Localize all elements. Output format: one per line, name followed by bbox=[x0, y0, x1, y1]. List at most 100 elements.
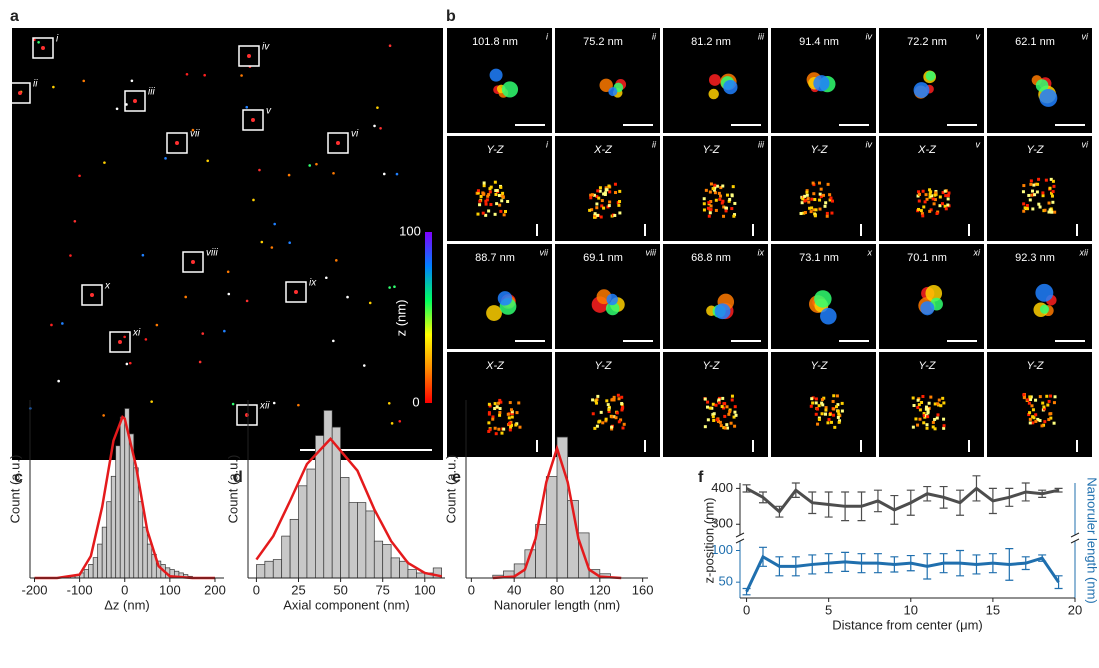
pixel bbox=[706, 206, 710, 210]
pixel bbox=[928, 192, 932, 196]
pixel bbox=[1038, 419, 1042, 423]
pixel bbox=[733, 405, 737, 409]
pixel bbox=[916, 405, 920, 409]
roi-label: vi bbox=[351, 129, 359, 140]
pixel bbox=[942, 401, 946, 405]
pixel bbox=[917, 192, 921, 196]
pixel bbox=[497, 193, 501, 197]
pixel bbox=[494, 189, 498, 193]
spot bbox=[191, 128, 195, 132]
pixel bbox=[721, 184, 725, 188]
pixel bbox=[603, 192, 607, 196]
pixel bbox=[1042, 405, 1046, 409]
pixel bbox=[833, 425, 837, 429]
pixel bbox=[911, 396, 915, 400]
pixel bbox=[501, 195, 505, 199]
projection-label: Y-Z bbox=[919, 360, 937, 372]
pixel bbox=[1034, 419, 1038, 423]
pixel bbox=[821, 403, 825, 407]
roi-label: ix bbox=[309, 278, 317, 289]
pixel bbox=[838, 414, 842, 418]
pixel bbox=[620, 395, 624, 399]
x-tick-label: 200 bbox=[204, 582, 226, 597]
distance-label: 72.2 nm bbox=[907, 36, 947, 48]
pixel bbox=[811, 181, 815, 185]
pixel bbox=[730, 398, 734, 402]
pixel bbox=[1053, 210, 1057, 214]
pixel bbox=[1052, 421, 1056, 425]
pixel bbox=[713, 183, 717, 187]
pixel bbox=[622, 422, 626, 426]
pixel bbox=[933, 417, 937, 421]
y-axis-label: Count (a.u.) bbox=[225, 455, 240, 524]
blob bbox=[605, 301, 620, 316]
pixel bbox=[919, 209, 923, 213]
pixel bbox=[1023, 206, 1027, 210]
pixel bbox=[935, 416, 939, 420]
projection-label: Y-Z bbox=[1027, 144, 1045, 156]
pixel bbox=[943, 189, 947, 193]
pixel bbox=[1028, 417, 1032, 421]
pixel bbox=[1038, 205, 1042, 209]
pixel bbox=[599, 410, 603, 414]
pixel bbox=[925, 426, 929, 430]
spot bbox=[308, 164, 312, 167]
pixel bbox=[598, 186, 602, 190]
pixel bbox=[920, 212, 924, 216]
pixel bbox=[916, 194, 920, 198]
pixel bbox=[1027, 413, 1031, 417]
pixel bbox=[1031, 415, 1035, 419]
pixel bbox=[594, 399, 598, 403]
projection-label: Y-Z bbox=[811, 144, 829, 156]
pixel bbox=[602, 192, 606, 196]
pixel bbox=[605, 399, 609, 403]
panel-letter: f bbox=[698, 469, 704, 486]
pixel bbox=[942, 417, 946, 421]
spot bbox=[198, 360, 202, 364]
pixel bbox=[711, 402, 715, 406]
panel-letter: c bbox=[14, 469, 23, 486]
pixel bbox=[1027, 401, 1031, 405]
tile-id: iv bbox=[866, 31, 873, 41]
spot bbox=[203, 73, 206, 77]
blob bbox=[913, 82, 930, 98]
pixel bbox=[840, 409, 844, 413]
pixel bbox=[620, 408, 624, 412]
pixel bbox=[818, 181, 822, 185]
pixel bbox=[482, 184, 486, 188]
pixel bbox=[920, 400, 924, 404]
pixel bbox=[818, 207, 822, 211]
pixel bbox=[1027, 193, 1031, 197]
pixel bbox=[935, 212, 939, 216]
pixel bbox=[607, 184, 611, 188]
pixel bbox=[1050, 191, 1054, 195]
pixel bbox=[595, 195, 599, 199]
pixel bbox=[488, 428, 492, 432]
pixel bbox=[801, 197, 805, 201]
pixel bbox=[501, 191, 505, 195]
pixel bbox=[836, 409, 840, 413]
pixel bbox=[837, 420, 841, 424]
blob bbox=[708, 88, 719, 100]
spot bbox=[103, 161, 106, 164]
bar bbox=[92, 557, 99, 579]
pixel bbox=[803, 199, 807, 203]
pixel bbox=[500, 431, 504, 435]
pixel bbox=[1030, 404, 1034, 408]
pixel bbox=[944, 194, 948, 198]
x-tick-label: 0 bbox=[253, 582, 260, 597]
projection-label: X-Z bbox=[485, 360, 505, 372]
y2-tick-label: 50 bbox=[719, 574, 733, 589]
pixel bbox=[817, 404, 821, 408]
pixel bbox=[814, 412, 818, 416]
bar bbox=[545, 476, 558, 579]
tile-image bbox=[771, 136, 876, 241]
pixel bbox=[487, 429, 491, 433]
pixel bbox=[922, 421, 926, 425]
pixel bbox=[728, 410, 732, 414]
pixel bbox=[708, 406, 712, 410]
spot bbox=[164, 157, 167, 160]
pixel bbox=[709, 204, 713, 208]
pixel bbox=[926, 407, 930, 411]
pixel bbox=[1031, 189, 1035, 193]
